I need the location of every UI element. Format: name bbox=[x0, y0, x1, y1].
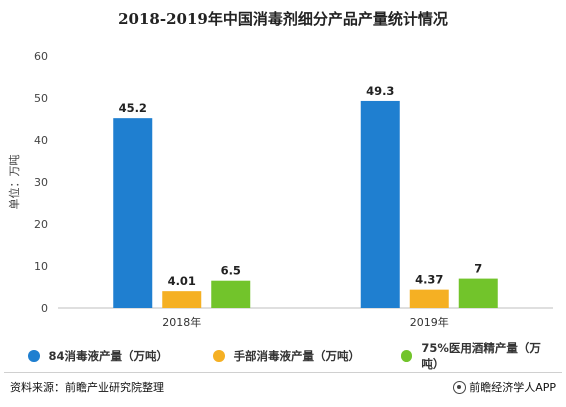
legend-item: 手部消毒液产量（万吨） bbox=[213, 348, 361, 364]
x-tick-label: 2018年 bbox=[162, 315, 201, 329]
legend-label: 75%医用酒精产量（万吨） bbox=[421, 341, 541, 371]
legend: 84消毒液产量（万吨） 手部消毒液产量（万吨） 75%医用酒精产量（万吨） bbox=[8, 341, 558, 371]
bar-value-label: 6.5 bbox=[221, 264, 241, 278]
legend-item: 75%医用酒精产量（万吨） bbox=[400, 340, 558, 372]
bar-value-label: 4.01 bbox=[168, 274, 196, 288]
y-tick-label: 20 bbox=[34, 218, 48, 231]
bar-value-label: 7 bbox=[474, 262, 482, 276]
bar-chart: 0 10 20 30 40 50 60 单位：万吨 45.2 4.01 6.5 2018年 49.3 4.… bbox=[7, 50, 553, 329]
y-tick-label: 0 bbox=[41, 302, 48, 315]
footer-divider bbox=[4, 372, 562, 373]
y-tick-label: 30 bbox=[34, 176, 48, 189]
legend-label: 84消毒液产量（万吨） bbox=[48, 349, 169, 363]
bar-value-label: 4.37 bbox=[415, 273, 443, 287]
bar-value-label: 45.2 bbox=[119, 101, 147, 115]
y-tick-label: 50 bbox=[34, 92, 48, 105]
legend-swatch bbox=[28, 350, 40, 362]
legend-item: 84消毒液产量（万吨） bbox=[28, 348, 169, 364]
source-note: 资料来源：前瞻产业研究院整理 bbox=[10, 381, 164, 394]
legend-label: 手部消毒液产量（万吨） bbox=[233, 349, 361, 363]
x-tick-label: 2019年 bbox=[410, 315, 449, 329]
brand-logo-icon bbox=[453, 380, 467, 394]
bar bbox=[113, 118, 153, 308]
y-tick-label: 60 bbox=[34, 50, 48, 63]
legend-swatch bbox=[213, 350, 225, 362]
footer: 资料来源：前瞻产业研究院整理 前瞻经济学人APP bbox=[10, 378, 556, 396]
y-tick-label: 40 bbox=[34, 134, 48, 147]
bar-value-label: 49.3 bbox=[366, 84, 394, 98]
bar bbox=[409, 289, 449, 308]
bar bbox=[360, 100, 400, 308]
brand-name: 前瞻经济学人APP bbox=[469, 381, 556, 394]
y-axis-title: 单位：万吨 bbox=[7, 155, 21, 210]
legend-swatch bbox=[400, 350, 413, 362]
y-tick-label: 10 bbox=[34, 260, 48, 273]
brand-credit: 前瞻经济学人APP bbox=[453, 379, 556, 395]
bar bbox=[162, 291, 202, 308]
bar bbox=[211, 280, 251, 308]
bar bbox=[458, 278, 498, 308]
chart-title: 2018-2019年中国消毒剂细分产品产量统计情况 bbox=[118, 10, 448, 28]
